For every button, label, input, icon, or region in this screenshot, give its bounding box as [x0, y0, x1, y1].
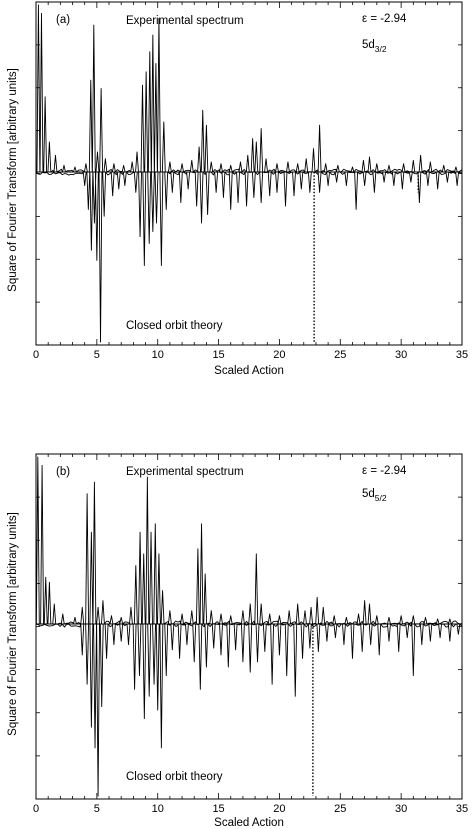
panel-a-theory-label: Closed orbit theory: [126, 320, 223, 332]
panel-b-experimental-trace: [35, 456, 463, 625]
panel-b-x-axis-label: Scaled Action: [214, 817, 284, 829]
x-tick-label: 25: [334, 349, 346, 361]
panel-b-theory-trace: [35, 623, 463, 797]
panel-b-x-tick-labels: 0 5 10 15 20 25 30 35: [33, 803, 468, 815]
panel-b-state-sub: 5/2: [375, 493, 387, 503]
panel-a-energy-label: ε = -2.94: [362, 13, 407, 25]
x-tick-label: 5: [94, 803, 100, 815]
panel-a-label: (a): [56, 14, 70, 26]
x-tick-label: 20: [273, 803, 285, 815]
x-tick-label: 0: [33, 349, 39, 361]
x-tick-label: 10: [152, 349, 164, 361]
panel-a: 0 5 10 15 20 25 30 35 (a) Experimental spectrum…: [33, 1, 468, 377]
panel-b: 0 5 10 15 20 25 30 35 (b) Experimental spectrum…: [33, 453, 468, 829]
x-tick-label: 35: [456, 803, 468, 815]
panel-b-label: (b): [56, 466, 70, 478]
panel-a-experimental-trace: [36, 4, 463, 173]
y-axis-label-b: Square of Fourier Transform [arbitrary u…: [7, 512, 19, 736]
panel-a-x-axis-label: Scaled Action: [214, 365, 284, 377]
panel-a-dotted-lines: [313, 172, 419, 342]
x-tick-label: 30: [395, 803, 407, 815]
x-tick-label: 5: [94, 349, 100, 361]
panel-b-experimental-label: Experimental spectrum: [126, 466, 244, 478]
panel-a-ticks: [35, 2, 463, 345]
panel-a-state-label: 5d3/2: [362, 39, 387, 54]
y-axis-label-a: Square of Fourier Transform [arbitrary u…: [7, 68, 19, 292]
x-tick-label: 10: [152, 803, 164, 815]
panel-b-state-base: 5d: [362, 488, 375, 500]
x-tick-label: 35: [456, 349, 468, 361]
x-tick-label: 0: [33, 803, 39, 815]
x-tick-label: 20: [273, 349, 285, 361]
panel-a-experimental-label: Experimental spectrum: [126, 15, 244, 27]
panel-b-energy-label: ε = -2.94: [362, 465, 407, 477]
panel-a-x-tick-labels: 0 5 10 15 20 25 30 35: [33, 349, 468, 361]
x-tick-label: 15: [212, 803, 224, 815]
x-tick-label: 30: [395, 349, 407, 361]
panel-a-state-base: 5d: [362, 39, 375, 51]
panel-b-theory-label: Closed orbit theory: [126, 771, 223, 783]
x-tick-label: 15: [212, 349, 224, 361]
panel-b-state-label: 5d5/2: [362, 488, 387, 503]
panel-a-state-sub: 3/2: [375, 44, 387, 54]
x-tick-label: 25: [334, 803, 346, 815]
panel-b-ticks: [35, 454, 463, 799]
panel-a-theory-trace: [35, 171, 463, 343]
